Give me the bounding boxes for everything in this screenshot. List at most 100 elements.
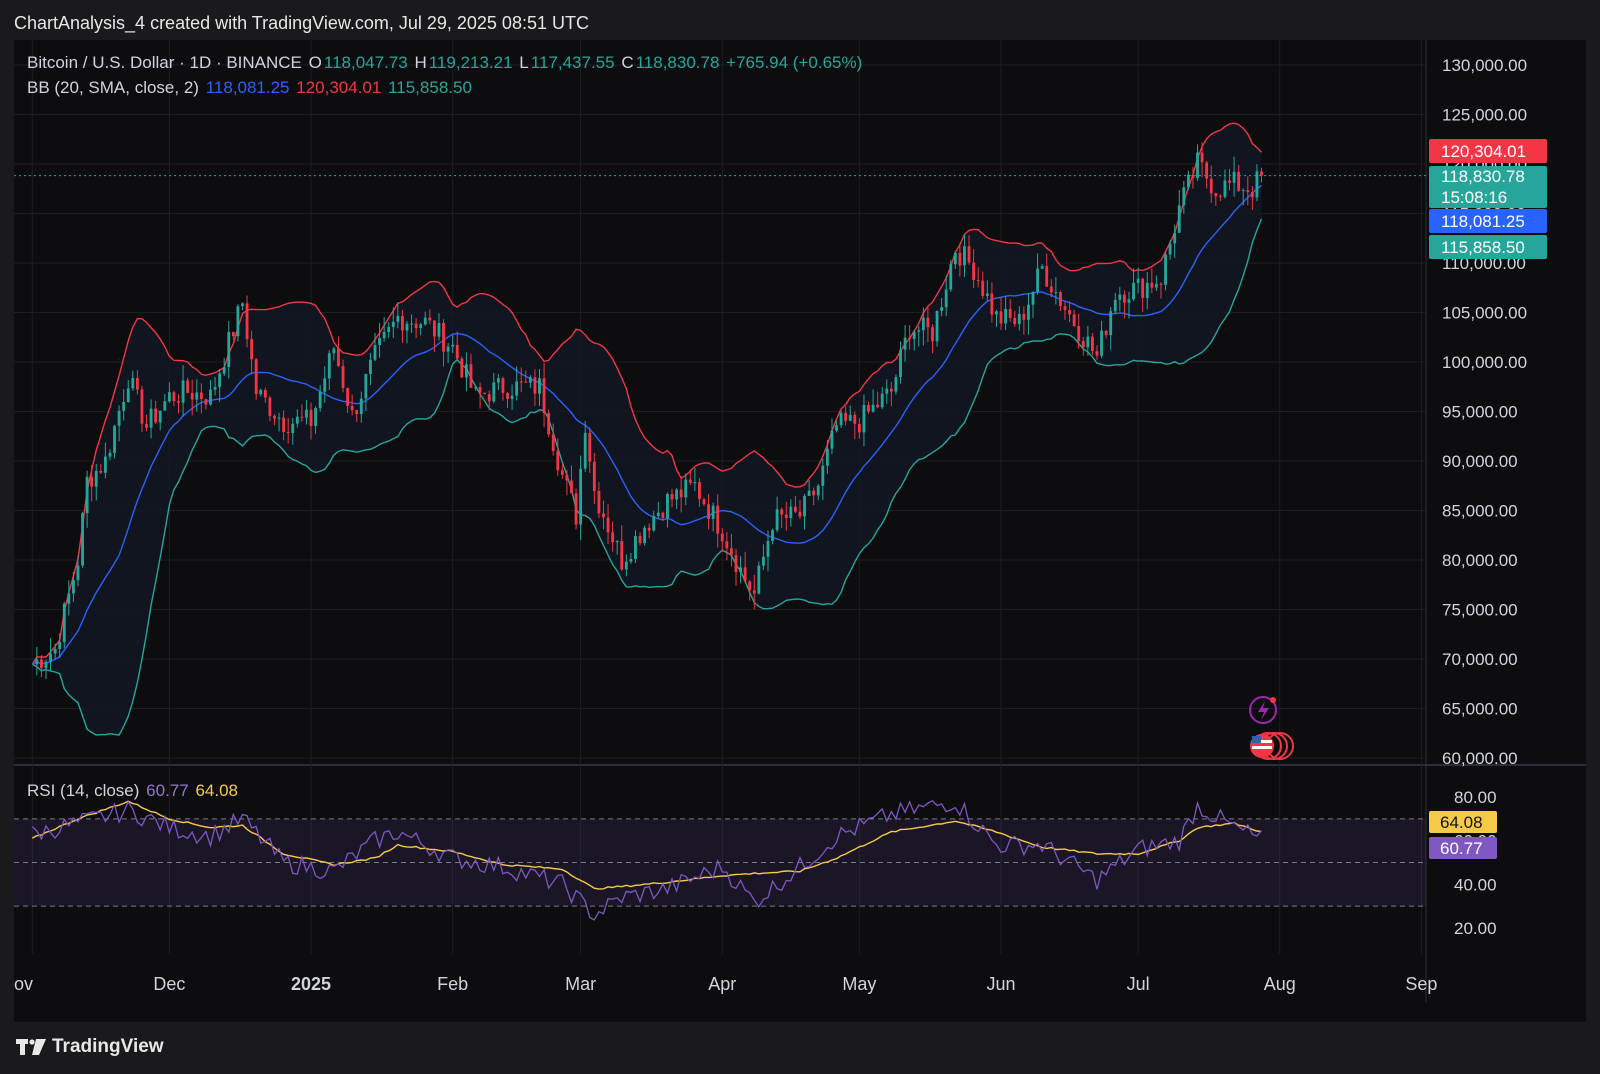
candle[interactable] (282, 410, 286, 441)
candle[interactable] (839, 410, 843, 429)
candle[interactable] (871, 389, 875, 413)
candle[interactable] (780, 507, 784, 528)
chart-area[interactable]: 130,000.00125,000.00120,000.00115,000.00… (14, 40, 1586, 1022)
candle[interactable] (876, 391, 880, 409)
ohlc-legend[interactable]: Bitcoin / U.S. Dollar · 1D · BINANCE O 11… (27, 53, 864, 73)
candle[interactable] (519, 367, 523, 393)
candle[interactable] (583, 420, 587, 472)
candle[interactable] (647, 523, 651, 539)
candle[interactable] (382, 317, 386, 342)
candle[interactable] (1164, 251, 1167, 291)
candle[interactable] (314, 406, 318, 434)
candle[interactable] (570, 465, 573, 494)
candle[interactable] (976, 267, 980, 288)
candle[interactable] (940, 297, 944, 317)
candle[interactable] (716, 494, 720, 548)
candle[interactable] (464, 352, 468, 392)
rsi-pane[interactable] (14, 767, 1426, 954)
candle[interactable] (1205, 160, 1209, 189)
candle[interactable] (634, 530, 637, 563)
candle[interactable] (867, 401, 870, 414)
candle[interactable] (1122, 290, 1126, 319)
candle[interactable] (592, 452, 596, 504)
candle[interactable] (949, 259, 953, 292)
candle[interactable] (1027, 293, 1030, 335)
candle[interactable] (761, 544, 765, 571)
candle[interactable] (547, 409, 551, 438)
candles[interactable] (35, 142, 1263, 680)
candle[interactable] (688, 469, 692, 485)
candle[interactable] (172, 390, 176, 406)
candle[interactable] (821, 458, 825, 501)
candle[interactable] (117, 405, 121, 442)
candle[interactable] (775, 496, 779, 533)
candle[interactable] (1104, 330, 1108, 339)
candle[interactable] (698, 478, 701, 507)
candle[interactable] (71, 571, 75, 602)
candle[interactable] (451, 334, 455, 353)
candle[interactable] (1168, 240, 1172, 260)
candle[interactable] (286, 417, 290, 444)
candle[interactable] (528, 375, 532, 388)
candle[interactable] (378, 322, 381, 358)
candle[interactable] (273, 414, 276, 426)
candle[interactable] (771, 528, 774, 545)
candle[interactable] (894, 374, 898, 395)
candle[interactable] (675, 488, 679, 509)
candle[interactable] (510, 384, 514, 410)
candle[interactable] (1246, 176, 1250, 206)
candle[interactable] (999, 296, 1003, 330)
candle[interactable] (455, 331, 459, 361)
candle[interactable] (241, 302, 244, 311)
candle[interactable] (1095, 345, 1099, 360)
candle[interactable] (1150, 268, 1154, 294)
candle[interactable] (1250, 186, 1254, 210)
candle[interactable] (99, 463, 103, 475)
candle[interactable] (62, 601, 66, 649)
candle[interactable] (1127, 291, 1131, 319)
candle[interactable] (748, 579, 752, 601)
candle[interactable] (149, 399, 153, 439)
candle[interactable] (113, 424, 116, 459)
candle[interactable] (1186, 170, 1190, 190)
candle[interactable] (579, 455, 583, 541)
candle[interactable] (85, 470, 89, 528)
candle[interactable] (483, 392, 487, 395)
candle[interactable] (195, 379, 199, 412)
candle[interactable] (337, 336, 340, 368)
candle[interactable] (967, 235, 971, 265)
candle[interactable] (730, 533, 733, 567)
candle[interactable] (1031, 291, 1035, 318)
candle[interactable] (743, 551, 747, 582)
candle[interactable] (446, 342, 450, 364)
rsi-legend[interactable]: RSI (14, close) 60.77 64.08 (27, 781, 240, 801)
candle[interactable] (1013, 310, 1017, 327)
candle[interactable] (506, 392, 509, 408)
candle[interactable] (259, 388, 263, 397)
candle[interactable] (524, 370, 528, 383)
candle[interactable] (560, 464, 564, 479)
candle[interactable] (551, 423, 555, 456)
candle[interactable] (432, 320, 436, 353)
bb-basis-line[interactable] (31, 184, 1262, 665)
candle[interactable] (693, 467, 697, 492)
candle[interactable] (734, 548, 738, 586)
candle[interactable] (1223, 169, 1227, 199)
candle[interactable] (1241, 188, 1245, 206)
candle[interactable] (515, 366, 519, 401)
candle[interactable] (213, 377, 217, 396)
candle[interactable] (437, 313, 441, 341)
candle[interactable] (711, 502, 715, 532)
candle[interactable] (643, 525, 647, 546)
candle[interactable] (1077, 313, 1081, 349)
candle[interactable] (277, 412, 281, 432)
candle[interactable] (620, 525, 624, 572)
candle[interactable] (1100, 320, 1103, 358)
candle[interactable] (1040, 264, 1044, 269)
candle[interactable] (1049, 279, 1053, 298)
candle[interactable] (725, 532, 729, 561)
candle[interactable] (542, 362, 546, 428)
candle[interactable] (1081, 337, 1085, 356)
candle[interactable] (40, 655, 43, 678)
candle[interactable] (784, 501, 788, 531)
